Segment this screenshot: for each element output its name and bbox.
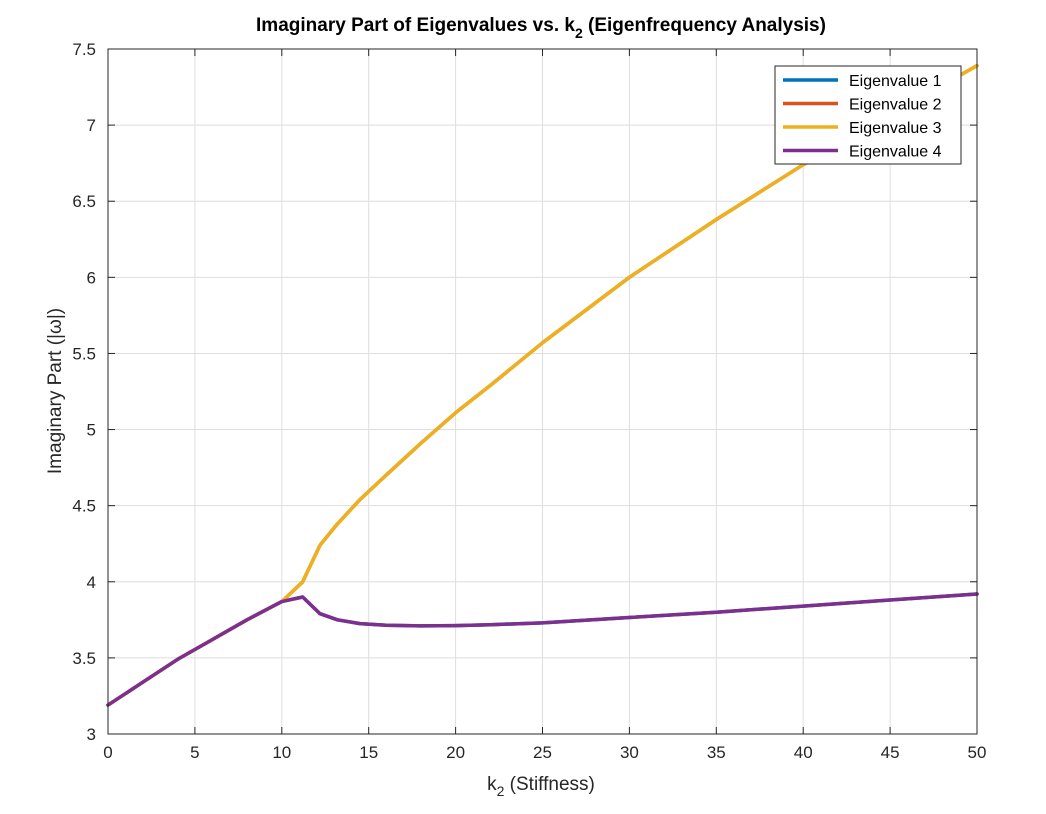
x-tick-label: 35 — [707, 743, 726, 762]
x-axis-label-rest: (Stiffness) — [504, 774, 594, 795]
y-tick-label: 3 — [87, 725, 96, 744]
y-tick-label: 7 — [87, 116, 96, 135]
x-tick-label: 30 — [620, 743, 639, 762]
x-tick-label: 40 — [794, 743, 813, 762]
series-line-eigenvalue-4 — [106, 592, 979, 707]
y-tick-labels: 3 3.5 4 4.5 5 5.5 6 6.5 7 7.5 — [72, 40, 96, 744]
legend-entry-label: Eigenvalue 1 — [849, 73, 942, 90]
y-tick-label: 4.5 — [72, 497, 96, 516]
x-tick-labels: 0 5 10 15 20 25 30 35 40 45 50 — [103, 743, 986, 762]
y-tick-label: 5 — [87, 421, 96, 440]
x-tick-label: 10 — [272, 743, 291, 762]
y-tick-label: 7.5 — [72, 40, 96, 59]
y-tick-label: 3.5 — [72, 649, 96, 668]
legend-entry-label: Eigenvalue 2 — [849, 97, 942, 114]
x-tick-label: 25 — [533, 743, 552, 762]
y-axis-label: Imaginary Part (|ω|) — [45, 308, 66, 474]
legend-entry-label: Eigenvalue 3 — [849, 120, 942, 137]
x-axis-label-main: k — [487, 774, 497, 795]
x-tick-label: 15 — [359, 743, 378, 762]
x-tick-label: 20 — [446, 743, 465, 762]
y-tick-label: 5.5 — [72, 344, 96, 363]
x-tick-label: 45 — [881, 743, 900, 762]
y-tick-label: 6 — [87, 268, 96, 287]
x-axis-label-subscript: 2 — [497, 783, 505, 799]
legend: Eigenvalue 1 Eigenvalue 2 Eigenvalue 3 Eige… — [774, 65, 962, 165]
series-layer — [106, 63, 979, 707]
chart-title-subscript: 2 — [575, 25, 583, 41]
legend-entry-label: Eigenvalue 4 — [849, 144, 942, 161]
chart-title-rest: (Eigenfrequency Analysis) — [583, 15, 826, 36]
ticks — [107, 48, 978, 735]
x-tick-label: 50 — [968, 743, 987, 762]
chart-title: Imaginary Part of Eigenvalues vs. k2 (Ei… — [256, 15, 826, 41]
x-axis-label: k2 (Stiffness) — [487, 774, 595, 799]
chart-title-main: Imaginary Part of Eigenvalues vs. k — [256, 15, 575, 36]
x-tick-label: 0 — [103, 743, 112, 762]
x-tick-label: 5 — [190, 743, 199, 762]
y-tick-label: 4 — [87, 573, 96, 592]
y-tick-label: 6.5 — [72, 192, 96, 211]
legend-box — [774, 65, 962, 165]
